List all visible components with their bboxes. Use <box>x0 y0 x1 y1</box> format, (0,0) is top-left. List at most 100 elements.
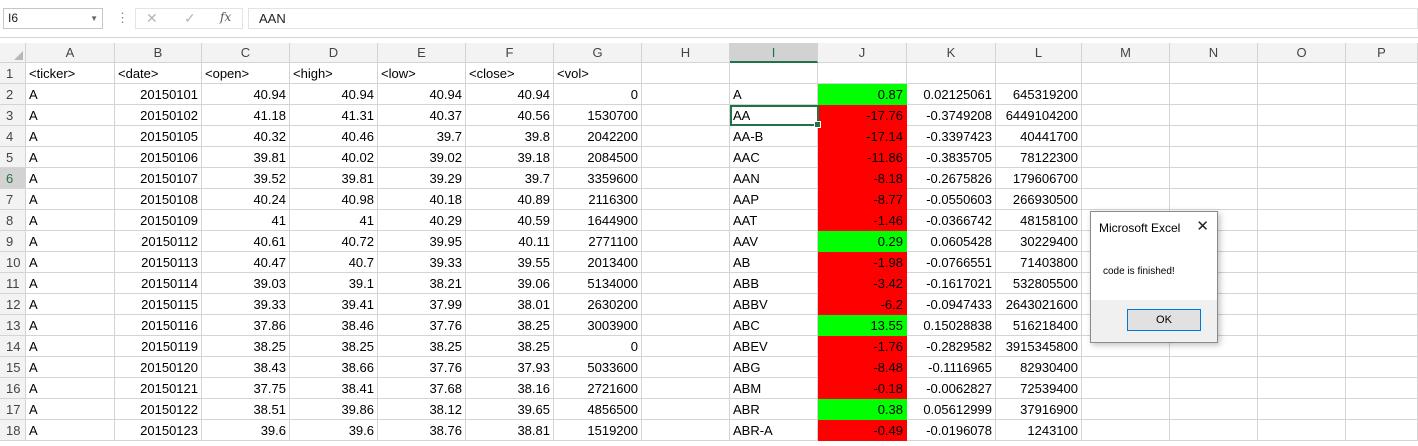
column-header-d[interactable]: D <box>290 43 378 63</box>
cell-a8[interactable]: A <box>26 210 115 231</box>
cell-h1[interactable] <box>642 63 730 84</box>
cell-m18[interactable] <box>1082 420 1170 441</box>
cell-l17[interactable]: 37916900 <box>996 399 1082 420</box>
cell-p9[interactable] <box>1346 231 1418 252</box>
cell-i1[interactable] <box>730 63 818 84</box>
column-header-n[interactable]: N <box>1170 43 1258 63</box>
cell-k5[interactable]: -0.3835705 <box>907 147 996 168</box>
cell-j1[interactable] <box>818 63 907 84</box>
cell-o18[interactable] <box>1258 420 1346 441</box>
cell-l16[interactable]: 72539400 <box>996 378 1082 399</box>
cell-a17[interactable]: A <box>26 399 115 420</box>
cell-g9[interactable]: 2771100 <box>554 231 642 252</box>
cell-o4[interactable] <box>1258 126 1346 147</box>
cell-i14[interactable]: ABEV <box>730 336 818 357</box>
cell-d15[interactable]: 38.66 <box>290 357 378 378</box>
cell-b5[interactable]: 20150106 <box>115 147 202 168</box>
cell-o14[interactable] <box>1258 336 1346 357</box>
cell-h15[interactable] <box>642 357 730 378</box>
cell-j6[interactable]: -8.18 <box>818 168 907 189</box>
cell-p1[interactable] <box>1346 63 1418 84</box>
cell-o5[interactable] <box>1258 147 1346 168</box>
cell-f15[interactable]: 37.93 <box>466 357 554 378</box>
column-header-h[interactable]: H <box>642 43 730 63</box>
cell-j14[interactable]: -1.76 <box>818 336 907 357</box>
cell-h12[interactable] <box>642 294 730 315</box>
cell-l12[interactable]: 2643021600 <box>996 294 1082 315</box>
cell-n16[interactable] <box>1170 378 1258 399</box>
cell-d12[interactable]: 39.41 <box>290 294 378 315</box>
cell-b13[interactable]: 20150116 <box>115 315 202 336</box>
cell-f7[interactable]: 40.89 <box>466 189 554 210</box>
cell-c15[interactable]: 38.43 <box>202 357 290 378</box>
cell-c8[interactable]: 41 <box>202 210 290 231</box>
cell-a15[interactable]: A <box>26 357 115 378</box>
cell-c11[interactable]: 39.03 <box>202 273 290 294</box>
cell-c1[interactable]: <open> <box>202 63 290 84</box>
cell-b1[interactable]: <date> <box>115 63 202 84</box>
cell-f4[interactable]: 39.8 <box>466 126 554 147</box>
column-header-c[interactable]: C <box>202 43 290 63</box>
cell-l6[interactable]: 179606700 <box>996 168 1082 189</box>
cell-h16[interactable] <box>642 378 730 399</box>
cell-p4[interactable] <box>1346 126 1418 147</box>
cell-c18[interactable]: 39.6 <box>202 420 290 441</box>
cell-f13[interactable]: 38.25 <box>466 315 554 336</box>
cell-k11[interactable]: -0.1617021 <box>907 273 996 294</box>
cell-k6[interactable]: -0.2675826 <box>907 168 996 189</box>
cell-a16[interactable]: A <box>26 378 115 399</box>
cell-a6[interactable]: A <box>26 168 115 189</box>
row-header[interactable]: 1 <box>0 63 26 84</box>
cell-a12[interactable]: A <box>26 294 115 315</box>
cell-k17[interactable]: 0.05612999 <box>907 399 996 420</box>
cell-e2[interactable]: 40.94 <box>378 84 466 105</box>
cell-d1[interactable]: <high> <box>290 63 378 84</box>
cell-l9[interactable]: 30229400 <box>996 231 1082 252</box>
cell-o17[interactable] <box>1258 399 1346 420</box>
cell-c9[interactable]: 40.61 <box>202 231 290 252</box>
column-header-b[interactable]: B <box>115 43 202 63</box>
cell-e7[interactable]: 40.18 <box>378 189 466 210</box>
row-header[interactable]: 15 <box>0 357 26 378</box>
cell-n18[interactable] <box>1170 420 1258 441</box>
cell-p15[interactable] <box>1346 357 1418 378</box>
cell-e16[interactable]: 37.68 <box>378 378 466 399</box>
cell-p2[interactable] <box>1346 84 1418 105</box>
column-header-i[interactable]: I <box>730 43 818 63</box>
column-header-a[interactable]: A <box>26 43 115 63</box>
cell-b3[interactable]: 20150102 <box>115 105 202 126</box>
cell-i16[interactable]: ABM <box>730 378 818 399</box>
cell-h7[interactable] <box>642 189 730 210</box>
row-header[interactable]: 11 <box>0 273 26 294</box>
row-header[interactable]: 9 <box>0 231 26 252</box>
chevron-down-icon[interactable]: ▼ <box>90 14 98 23</box>
fill-handle[interactable] <box>814 121 821 128</box>
cell-o3[interactable] <box>1258 105 1346 126</box>
cell-g8[interactable]: 1644900 <box>554 210 642 231</box>
cell-d13[interactable]: 38.46 <box>290 315 378 336</box>
cell-e15[interactable]: 37.76 <box>378 357 466 378</box>
cell-d14[interactable]: 38.25 <box>290 336 378 357</box>
cell-n1[interactable] <box>1170 63 1258 84</box>
cell-g13[interactable]: 3003900 <box>554 315 642 336</box>
cell-g7[interactable]: 2116300 <box>554 189 642 210</box>
cell-j17[interactable]: 0.38 <box>818 399 907 420</box>
cell-a9[interactable]: A <box>26 231 115 252</box>
row-header[interactable]: 4 <box>0 126 26 147</box>
cell-d4[interactable]: 40.46 <box>290 126 378 147</box>
cell-e6[interactable]: 39.29 <box>378 168 466 189</box>
cell-h9[interactable] <box>642 231 730 252</box>
cell-p16[interactable] <box>1346 378 1418 399</box>
cell-k14[interactable]: -0.2829582 <box>907 336 996 357</box>
column-header-p[interactable]: P <box>1346 43 1418 63</box>
cell-k13[interactable]: 0.15028838 <box>907 315 996 336</box>
cell-l14[interactable]: 3915345800 <box>996 336 1082 357</box>
cell-e14[interactable]: 38.25 <box>378 336 466 357</box>
cell-e10[interactable]: 39.33 <box>378 252 466 273</box>
cell-o13[interactable] <box>1258 315 1346 336</box>
cell-m16[interactable] <box>1082 378 1170 399</box>
row-header[interactable]: 16 <box>0 378 26 399</box>
cell-j7[interactable]: -8.77 <box>818 189 907 210</box>
cell-d11[interactable]: 39.1 <box>290 273 378 294</box>
cell-b15[interactable]: 20150120 <box>115 357 202 378</box>
